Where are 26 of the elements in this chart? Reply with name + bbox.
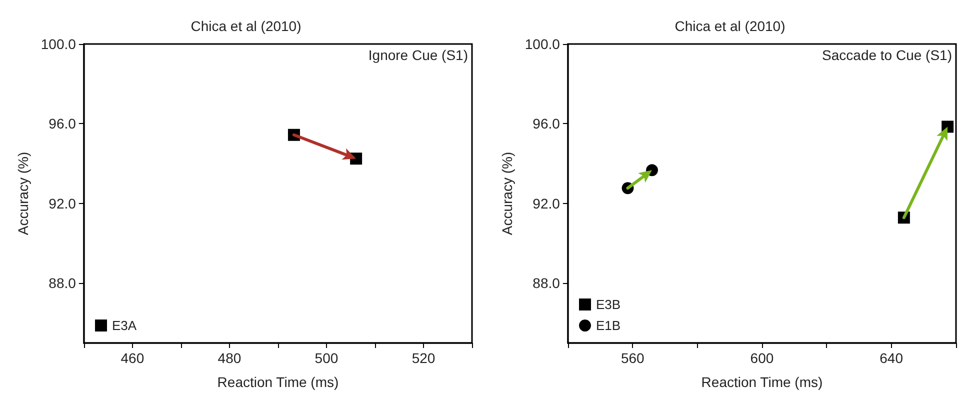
y-tick-label: 88.0 — [532, 275, 560, 292]
x-tick-label: 480 — [218, 350, 242, 366]
y-tick-label: 96.0 — [48, 116, 76, 132]
annotation: Saccade to Cue (S1) — [822, 47, 952, 63]
y-tick-label: 100.0 — [40, 36, 76, 52]
y-tick-label: 88.0 — [48, 275, 76, 292]
x-tick-label: 500 — [314, 350, 338, 366]
y-tick-label: 96.0 — [532, 116, 560, 132]
x-axis-title: Reaction Time (ms) — [701, 374, 823, 390]
legend-label: E3B — [596, 297, 621, 312]
x-tick-label: 640 — [880, 350, 904, 366]
annotation: Ignore Cue (S1) — [368, 47, 468, 63]
x-axis-title: Reaction Time (ms) — [217, 374, 339, 390]
x-tick-label: 560 — [620, 350, 645, 366]
y-tick-label: 92.0 — [532, 195, 560, 212]
y-axis-title: Accuracy (%) — [499, 152, 515, 236]
y-axis-title: Accuracy (%) — [15, 152, 31, 236]
x-tick-label: 460 — [120, 350, 144, 366]
y-tick-label: 92.0 — [48, 195, 76, 212]
x-tick-label: 600 — [750, 350, 774, 366]
legend-label: E3A — [112, 318, 137, 333]
legend-label: E1B — [596, 318, 621, 333]
x-tick-label: 520 — [412, 350, 436, 366]
chart-title: Chica et al (2010) — [674, 18, 786, 34]
chart-title: Chica et al (2010) — [190, 18, 302, 34]
y-tick-label: 100.0 — [524, 36, 560, 52]
